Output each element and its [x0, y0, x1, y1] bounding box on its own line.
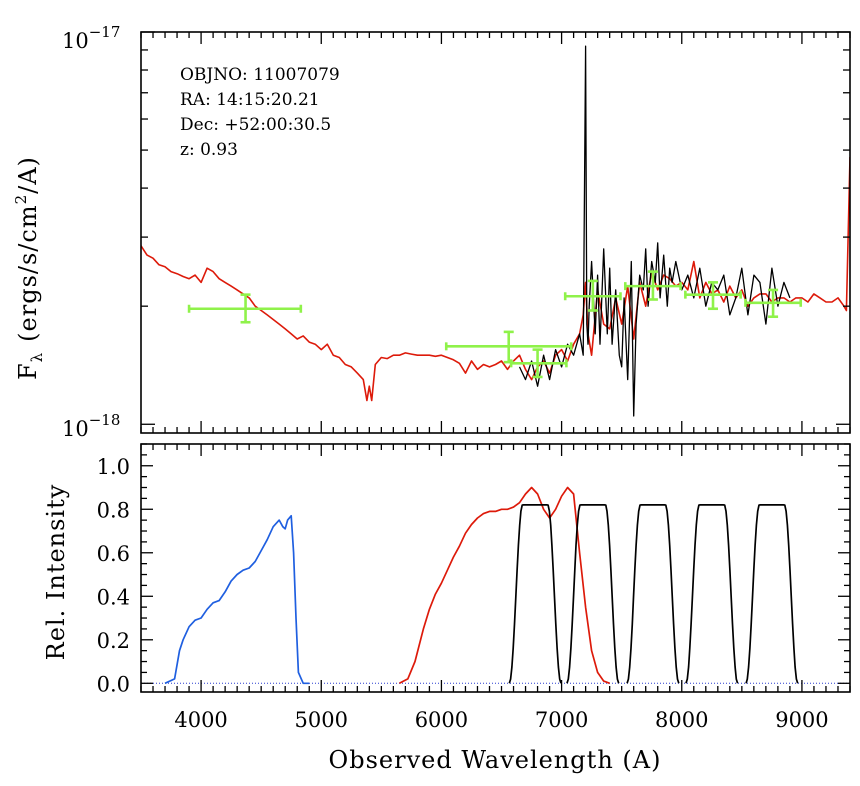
model-spectrum-line: [141, 156, 850, 402]
narrow-filter-curve: [745, 504, 799, 684]
xtick-label: 7000: [535, 708, 588, 732]
blue-filter-curve: [164, 514, 310, 685]
annotation-ra: RA: 14:15:20.21: [180, 90, 320, 110]
photometry-point: [563, 279, 622, 312]
photometry-point: [187, 293, 303, 324]
ytick-label-1e-18: 10−18: [62, 411, 120, 441]
x-axis-label: Observed Wavelength (A): [329, 746, 662, 774]
xtick-label: 5000: [295, 708, 348, 732]
photometry-point: [444, 330, 573, 364]
annotation-dec: Dec: +52:00:30.5: [180, 115, 331, 135]
ytick-label: 0.0: [97, 672, 130, 696]
narrow-filter-curve: [566, 504, 620, 684]
red-filter-curve: [399, 486, 610, 685]
ytick-label-1e-17: 10−17: [62, 23, 120, 53]
narrow-filter-curve: [685, 504, 739, 684]
spectrum-plot-frame: [140, 31, 851, 434]
xtick-label: 6000: [415, 708, 468, 732]
filter-plot-frame: [140, 443, 851, 693]
filter-panel: 0.0 0.2 0.4 0.6 0.8 1.0 4000 5000 6000 7000 8000 9…: [42, 443, 851, 774]
spectrum-panel: 10−17 10−18 Fλ(ergs/s/cm2/A) OBJNO: 1100…: [12, 23, 851, 441]
annotation-objno: OBJNO: 11007079: [180, 65, 340, 85]
filter-y-axis-label: Rel. Intensity: [42, 484, 70, 661]
ytick-label: 0.4: [97, 585, 130, 609]
ytick-label: 0.6: [97, 542, 130, 566]
ytick-label: 1.0: [97, 455, 130, 479]
spectrum-y-axis-label: Fλ(ergs/s/cm2/A): [12, 156, 46, 380]
xtick-label: 8000: [655, 708, 708, 732]
annotation-redshift: z: 0.93: [180, 140, 238, 160]
ytick-label: 0.2: [97, 629, 130, 653]
photometry-point: [509, 348, 568, 379]
narrow-filter-curve: [508, 504, 562, 684]
narrow-filter-curve: [626, 504, 680, 684]
photometry-point: [744, 288, 803, 319]
photometry-point: [623, 270, 682, 301]
xtick-label: 4000: [174, 708, 227, 732]
observed-spectrum-line: [518, 45, 791, 417]
ytick-label: 0.8: [97, 498, 130, 522]
photometry-point: [684, 281, 742, 311]
xtick-label: 9000: [775, 708, 828, 732]
